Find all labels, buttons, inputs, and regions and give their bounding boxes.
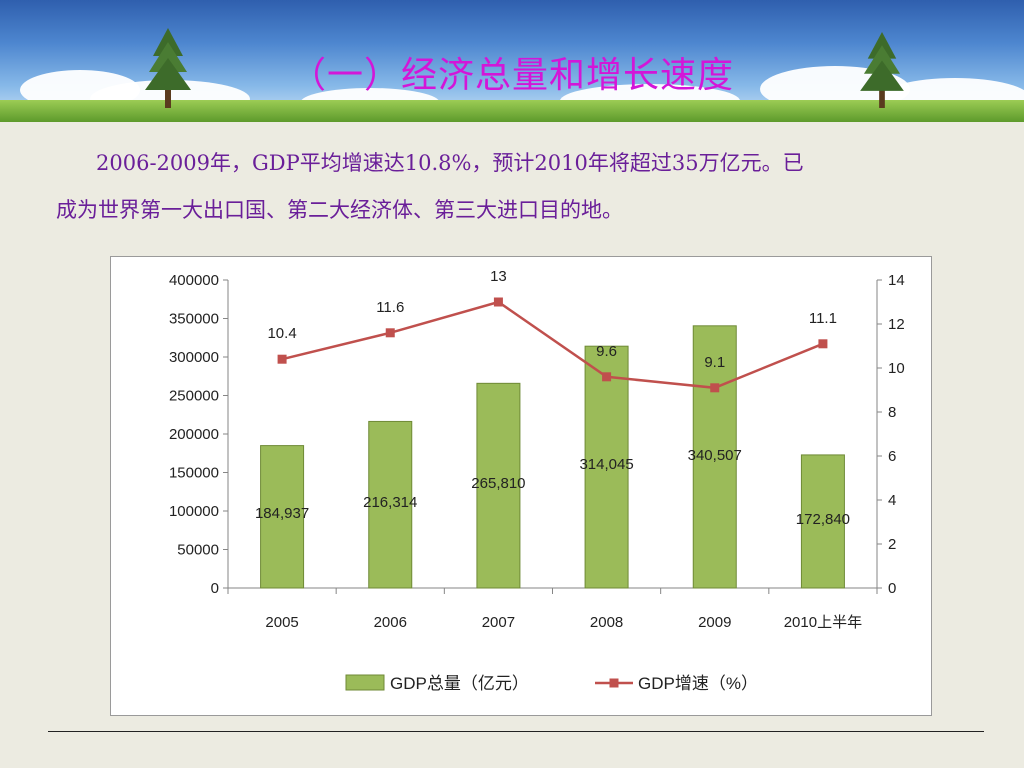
x-tick-label: 2006 (374, 614, 407, 631)
line-data-label: 11.1 (809, 310, 837, 327)
y-tick-label-left: 300000 (169, 349, 219, 366)
y-tick-label-left: 350000 (169, 311, 219, 328)
bottom-divider (48, 731, 984, 732)
bar (800, 454, 845, 589)
tree-icon (145, 28, 191, 108)
bar (584, 345, 629, 589)
y-tick-label-right: 12 (888, 316, 905, 333)
legend-swatch-marker (609, 678, 619, 688)
line-data-label: 10.4 (267, 325, 296, 342)
grass-decoration (0, 100, 1024, 122)
bar-data-label: 216,314 (363, 494, 417, 511)
growth-line (281, 300, 824, 390)
bar-data-label: 314,045 (579, 456, 633, 473)
line-data-label: 9.1 (704, 354, 725, 371)
bar-data-label: 265,810 (471, 475, 525, 492)
y-tick-label-right: 14 (888, 272, 905, 289)
bar (260, 445, 305, 589)
line-point (277, 354, 287, 364)
x-tick-label: 2008 (590, 614, 623, 631)
y-tick-label-right: 2 (888, 536, 896, 553)
bar-data-label: 340,507 (688, 447, 742, 464)
y-tick-label-right: 0 (888, 580, 896, 597)
y-tick-label-left: 100000 (169, 503, 219, 520)
x-tick-label: 2005 (265, 614, 298, 631)
paragraph-line: 成为世界第一大出口国、第二大经济体、第三大进口目的地。 (56, 198, 623, 222)
line-point (710, 383, 720, 393)
legend-label: GDP总量（亿元） (390, 674, 529, 693)
line-point (385, 328, 395, 338)
bar (476, 382, 521, 589)
line-data-label: 11.6 (376, 299, 404, 316)
legend-swatch-bar (345, 674, 385, 691)
slide-title: （一）经济总量和增长速度 (289, 55, 734, 96)
tree-icon (860, 32, 904, 108)
line-point (602, 372, 612, 382)
y-tick-label-left: 250000 (169, 388, 219, 405)
y-tick-label-left: 400000 (169, 272, 219, 289)
y-tick-label-left: 0 (211, 580, 219, 597)
y-tick-label-left: 200000 (169, 426, 219, 443)
y-tick-label-right: 8 (888, 404, 896, 421)
y-tick-label-right: 4 (888, 492, 896, 509)
line-point (818, 339, 828, 349)
y-tick-label-right: 6 (888, 448, 896, 465)
header-banner (0, 0, 1024, 122)
y-tick-label-left: 150000 (169, 465, 219, 482)
body-paragraph: 2006-2009年，GDP平均增速达10.8%，预计2010年将超过35万亿元… (56, 140, 976, 234)
bar (692, 325, 737, 589)
paragraph-line: 2006-2009年，GDP平均增速达10.8%，预计2010年将超过35万亿元… (96, 151, 804, 175)
x-tick-label: 2009 (698, 614, 731, 631)
legend-label: GDP增速（%） (638, 674, 758, 693)
bar-data-label: 172,840 (796, 511, 850, 528)
line-data-label: 9.6 (596, 343, 617, 360)
bar (368, 420, 413, 589)
bar-data-label: 184,937 (255, 505, 309, 522)
line-point (493, 297, 503, 307)
y-tick-label-right: 10 (888, 360, 905, 377)
x-tick-label: 2010上半年 (784, 614, 862, 631)
gdp-combo-chart: 0 50000 100000 150000 200000 250000 300000 3500… (169, 268, 905, 693)
y-tick-label-left: 50000 (177, 542, 219, 559)
line-data-label: 13 (490, 268, 507, 285)
chart-frame: 0 50000 100000 150000 200000 250000 300000 3500… (110, 256, 932, 716)
x-tick-label: 2007 (482, 614, 515, 631)
